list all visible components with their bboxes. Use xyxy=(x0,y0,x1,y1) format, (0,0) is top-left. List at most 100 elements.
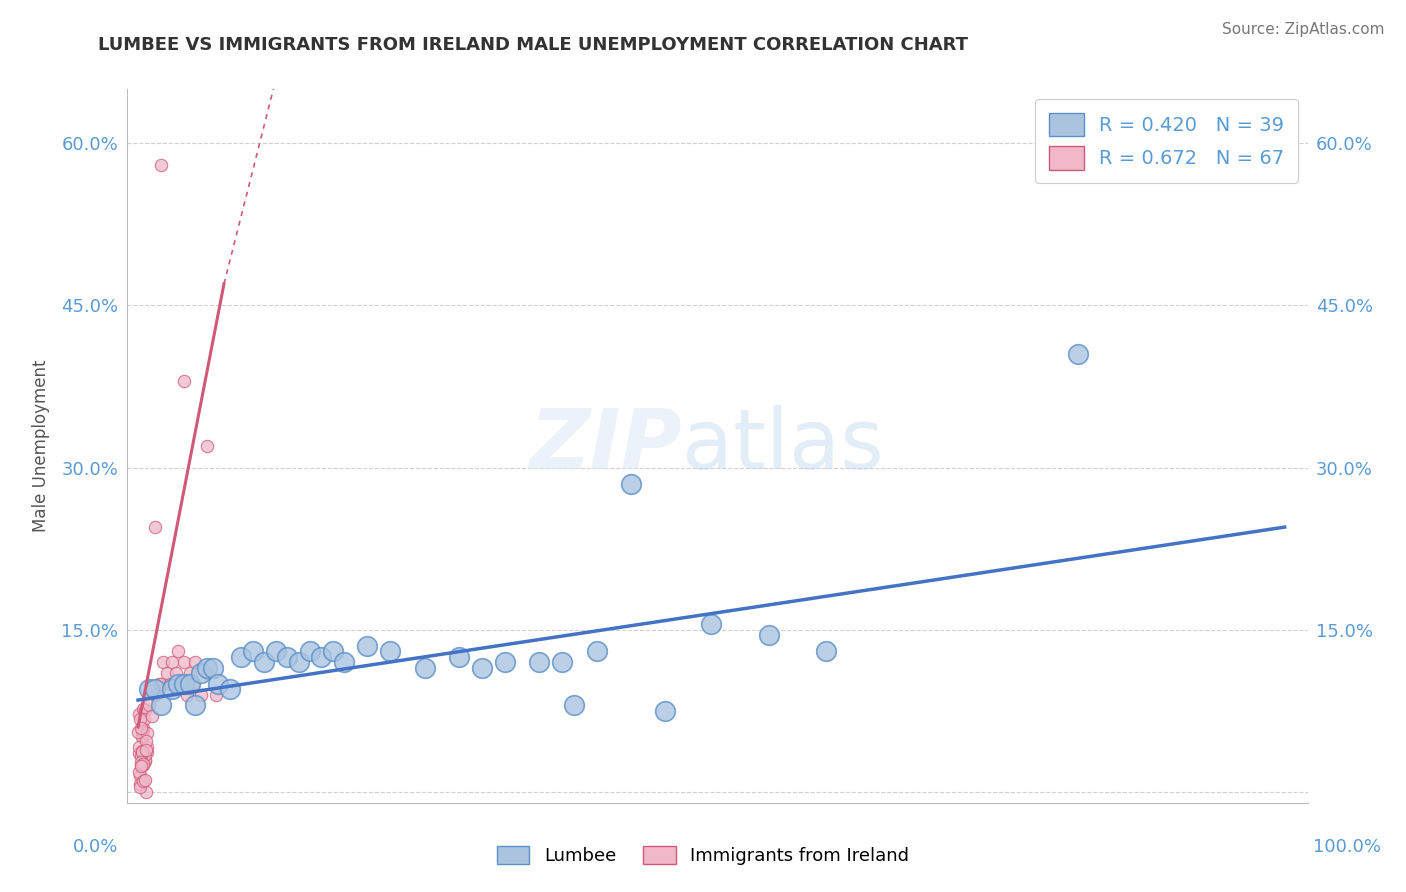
Point xyxy=(132,701,155,715)
Point xyxy=(138,698,160,713)
Point xyxy=(758,628,780,642)
Point xyxy=(179,666,201,681)
Point xyxy=(167,677,190,691)
Point xyxy=(143,682,166,697)
Point xyxy=(176,688,198,702)
Point xyxy=(134,748,156,763)
Point xyxy=(205,688,228,702)
Point xyxy=(143,520,166,534)
Point xyxy=(134,753,156,767)
Text: 0.0%: 0.0% xyxy=(73,838,118,855)
Point xyxy=(135,739,157,754)
Point xyxy=(149,698,172,713)
Point xyxy=(129,759,152,773)
Point xyxy=(143,688,166,702)
Point xyxy=(184,698,207,713)
Point xyxy=(148,677,170,691)
Text: atlas: atlas xyxy=(682,406,883,486)
Point xyxy=(135,785,157,799)
Point xyxy=(218,682,240,697)
Point xyxy=(134,773,156,788)
Point xyxy=(253,655,276,669)
Point xyxy=(131,773,153,788)
Point xyxy=(165,666,187,681)
Point xyxy=(134,755,156,769)
Point xyxy=(162,655,184,669)
Point xyxy=(129,780,152,795)
Point xyxy=(276,649,298,664)
Point xyxy=(129,756,152,770)
Point xyxy=(128,746,150,760)
Point xyxy=(179,677,201,691)
Point xyxy=(173,655,195,669)
Point xyxy=(149,677,172,691)
Point xyxy=(190,666,212,681)
Point xyxy=(700,617,723,632)
Point xyxy=(201,660,224,674)
Point xyxy=(131,758,153,772)
Point xyxy=(134,703,156,717)
Legend: Lumbee, Immigrants from Ireland: Lumbee, Immigrants from Ireland xyxy=(489,838,917,872)
Point xyxy=(562,698,585,713)
Point xyxy=(128,706,150,721)
Point xyxy=(135,726,157,740)
Point xyxy=(333,655,356,669)
Point xyxy=(131,721,153,735)
Point xyxy=(494,655,516,669)
Point xyxy=(159,677,181,691)
Point xyxy=(131,749,153,764)
Point xyxy=(471,660,494,674)
Point xyxy=(1067,347,1090,361)
Point xyxy=(129,749,152,764)
Point xyxy=(167,644,190,658)
Point xyxy=(156,666,179,681)
Point xyxy=(190,688,212,702)
Point xyxy=(132,756,155,771)
Point xyxy=(449,649,471,664)
Point xyxy=(242,644,264,658)
Point xyxy=(135,733,157,747)
Text: LUMBEE VS IMMIGRANTS FROM IRELAND MALE UNEMPLOYMENT CORRELATION CHART: LUMBEE VS IMMIGRANTS FROM IRELAND MALE U… xyxy=(98,36,969,54)
Point xyxy=(149,158,172,172)
Point xyxy=(184,655,207,669)
Point xyxy=(298,644,321,658)
Point xyxy=(131,728,153,742)
Point xyxy=(128,764,150,779)
Point xyxy=(131,744,153,758)
Point xyxy=(173,677,195,691)
Point xyxy=(231,649,253,664)
Point xyxy=(814,644,837,658)
Point xyxy=(129,769,152,783)
Point xyxy=(135,743,157,757)
Point xyxy=(287,655,309,669)
Point xyxy=(128,739,150,754)
Point xyxy=(207,677,229,691)
Point xyxy=(132,723,155,737)
Point xyxy=(131,723,153,738)
Point xyxy=(170,677,193,691)
Point xyxy=(322,644,344,658)
Point xyxy=(129,777,152,791)
Point xyxy=(264,644,287,658)
Point xyxy=(529,655,551,669)
Text: Source: ZipAtlas.com: Source: ZipAtlas.com xyxy=(1222,22,1385,37)
Legend: R = 0.420   N = 39, R = 0.672   N = 67: R = 0.420 N = 39, R = 0.672 N = 67 xyxy=(1035,99,1298,184)
Y-axis label: Male Unemployment: Male Unemployment xyxy=(32,359,51,533)
Point xyxy=(551,655,574,669)
Point xyxy=(128,712,150,726)
Point xyxy=(134,748,156,763)
Point xyxy=(141,709,163,723)
Point xyxy=(195,439,218,453)
Point xyxy=(134,712,156,726)
Point xyxy=(311,649,333,664)
Point xyxy=(654,704,676,718)
Point xyxy=(585,644,607,658)
Point xyxy=(127,724,149,739)
Point xyxy=(131,721,153,735)
Point xyxy=(413,660,436,674)
Point xyxy=(195,660,218,674)
Point xyxy=(132,702,155,716)
Text: ZIP: ZIP xyxy=(529,406,682,486)
Point xyxy=(131,745,153,759)
Point xyxy=(131,730,153,744)
